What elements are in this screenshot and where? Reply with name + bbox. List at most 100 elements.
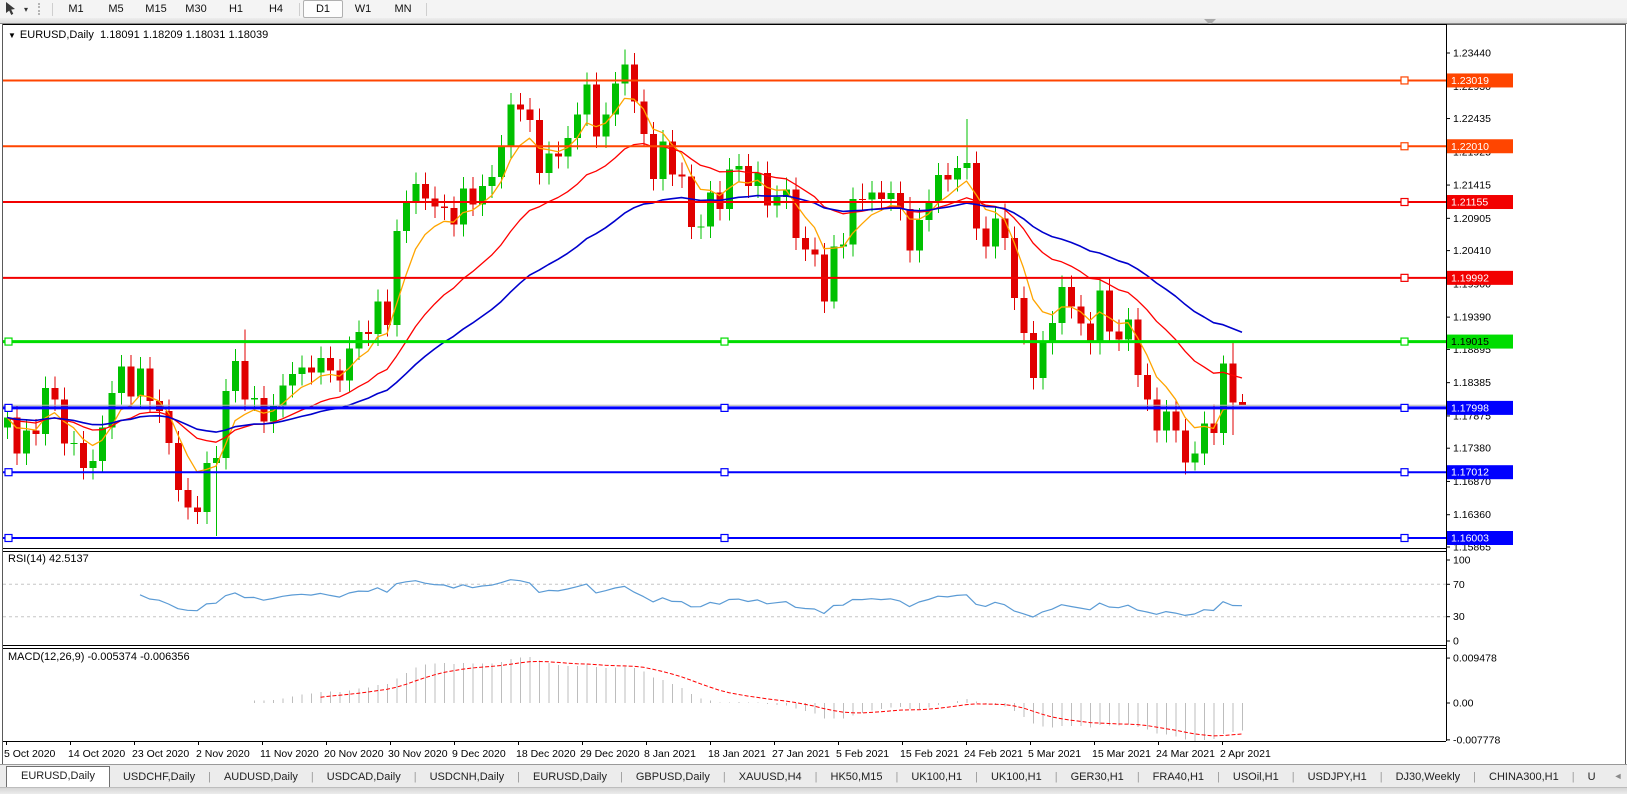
tab-separator: | bbox=[517, 771, 521, 783]
chart-tabbar: EURUSD,Daily USDCHF,Daily | AUDUSD,Daily | US… bbox=[0, 764, 1627, 787]
tab-separator: | bbox=[310, 771, 314, 783]
svg-text:70: 70 bbox=[1453, 579, 1465, 591]
svg-text:1.23019: 1.23019 bbox=[1451, 75, 1489, 87]
svg-text:5 Mar 2021: 5 Mar 2021 bbox=[1028, 748, 1081, 760]
svg-text:9 Dec 2020: 9 Dec 2020 bbox=[452, 748, 506, 760]
chart-tab-uk100-h1[interactable]: UK100,H1 bbox=[911, 771, 963, 783]
chart-tab-eurusd-daily[interactable]: EURUSD,Daily bbox=[533, 771, 607, 783]
svg-text:0.009478: 0.009478 bbox=[1453, 653, 1497, 665]
chart-tab-usdjpy-h1[interactable]: USDJPY,H1 bbox=[1307, 771, 1367, 783]
chart-tab-usoil-h1[interactable]: USOil,H1 bbox=[1232, 771, 1279, 783]
tab-scroll-arrows: ◄► bbox=[1609, 765, 1627, 787]
svg-text:1.16360: 1.16360 bbox=[1453, 509, 1491, 521]
chart-tab-usdcad-daily[interactable]: USDCAD,Daily bbox=[326, 771, 401, 783]
tab-separator: | bbox=[1217, 771, 1220, 783]
svg-text:1.18385: 1.18385 bbox=[1453, 377, 1491, 389]
svg-text:8 Jan 2021: 8 Jan 2021 bbox=[644, 748, 696, 760]
toolbar-separator bbox=[426, 2, 427, 16]
chart-tab-hk50-m15[interactable]: HK50,M15 bbox=[830, 771, 883, 783]
svg-text:20 Nov 2020: 20 Nov 2020 bbox=[324, 748, 384, 760]
svg-text:1.21155: 1.21155 bbox=[1451, 197, 1488, 209]
svg-text:24 Mar 2021: 24 Mar 2021 bbox=[1156, 748, 1215, 760]
svg-text:1.17998: 1.17998 bbox=[1451, 402, 1489, 414]
svg-text:5 Oct 2020: 5 Oct 2020 bbox=[4, 748, 56, 760]
chart-tab-usdchf-daily[interactable]: USDCHF,Daily bbox=[122, 771, 196, 783]
timeframe-button-d1[interactable]: D1 bbox=[303, 0, 343, 18]
timeframe-button-m1[interactable]: M1 bbox=[68, 3, 84, 15]
chart-tab-gbpusd-daily[interactable]: GBPUSD,Daily bbox=[635, 771, 710, 783]
svg-text:30: 30 bbox=[1453, 611, 1465, 623]
chart-title: ▼ EURUSD,Daily 1.18091 1.18209 1.18031 1.… bbox=[8, 29, 268, 41]
tab-separator: | bbox=[1379, 771, 1383, 783]
chart-tab-ger30-h1[interactable]: GER30,H1 bbox=[1070, 771, 1124, 783]
chart-tab-china300-h1[interactable]: CHINA300,H1 bbox=[1489, 771, 1559, 783]
svg-text:0.00: 0.00 bbox=[1453, 698, 1474, 710]
toolbar-separator bbox=[52, 2, 53, 16]
svg-text:1.21415: 1.21415 bbox=[1453, 180, 1491, 192]
macd-label: MACD(12,26,9) -0.005374 -0.006356 bbox=[8, 651, 190, 663]
svg-text:27 Jan 2021: 27 Jan 2021 bbox=[772, 748, 830, 760]
svg-text:1.23440: 1.23440 bbox=[1453, 48, 1491, 60]
timeframe-button-w1[interactable]: W1 bbox=[354, 3, 372, 15]
svg-text:1.22435: 1.22435 bbox=[1453, 113, 1491, 125]
svg-text:23 Oct 2020: 23 Oct 2020 bbox=[132, 748, 189, 760]
tab-separator: | bbox=[1136, 771, 1140, 783]
toolbar-separator bbox=[299, 2, 300, 16]
dropdown-caret-icon[interactable]: ▾ bbox=[23, 4, 28, 14]
tab-separator: | bbox=[1473, 771, 1477, 783]
chart-symbol-label: EURUSD,Daily bbox=[19, 29, 94, 41]
svg-text:1.22010: 1.22010 bbox=[1451, 141, 1489, 153]
svg-text:100: 100 bbox=[1453, 555, 1471, 567]
tab-separator: | bbox=[413, 771, 417, 783]
svg-text:18 Jan 2021: 18 Jan 2021 bbox=[708, 748, 766, 760]
toolbar-grip-handle[interactable] bbox=[38, 3, 45, 15]
timeframe-button-h1[interactable]: H1 bbox=[228, 3, 244, 15]
tab-separator: | bbox=[814, 771, 818, 783]
svg-text:1.19390: 1.19390 bbox=[1453, 312, 1491, 324]
svg-text:2 Apr 2021: 2 Apr 2021 bbox=[1220, 748, 1271, 760]
chart-tab-uk100-h1[interactable]: UK100,H1 bbox=[990, 771, 1042, 783]
svg-text:1.19015: 1.19015 bbox=[1451, 336, 1489, 348]
svg-text:11 Nov 2020: 11 Nov 2020 bbox=[260, 748, 319, 760]
chart-tab-eurusd-daily[interactable]: EURUSD,Daily bbox=[6, 766, 110, 787]
chart-tab-usdcnh-daily[interactable]: USDCNH,Daily bbox=[429, 771, 505, 783]
svg-text:5 Feb 2021: 5 Feb 2021 bbox=[836, 748, 889, 760]
collapse-handle-icon[interactable] bbox=[1204, 19, 1216, 25]
chart-plot-area[interactable]: 1.234401.229301.224351.219251.214151.209… bbox=[0, 0, 1627, 766]
tab-separator: | bbox=[1054, 771, 1058, 783]
svg-text:1.19992: 1.19992 bbox=[1451, 272, 1489, 284]
svg-text:1.17012: 1.17012 bbox=[1451, 467, 1489, 479]
svg-text:0: 0 bbox=[1453, 636, 1459, 648]
chart-tab-dj30-weekly[interactable]: DJ30,Weekly bbox=[1395, 771, 1461, 783]
crosshair-cursor-icon[interactable] bbox=[0, 1, 20, 17]
chart-tab-xauusd-h4[interactable]: XAUUSD,H4 bbox=[738, 771, 802, 783]
svg-text:18 Dec 2020: 18 Dec 2020 bbox=[516, 748, 576, 760]
tab-separator: | bbox=[208, 771, 211, 783]
chart-tab-audusd-daily[interactable]: AUDUSD,Daily bbox=[223, 771, 298, 783]
tab-separator: | bbox=[722, 771, 726, 783]
tab-separator: | bbox=[1571, 771, 1575, 783]
svg-text:1.20410: 1.20410 bbox=[1453, 245, 1491, 257]
tab-scroll-left-icon[interactable]: ◄ bbox=[1613, 771, 1623, 781]
svg-text:29 Dec 2020: 29 Dec 2020 bbox=[580, 748, 640, 760]
timeframe-buttons: M1 M5 M15 M30 H1 H4 D1 W1 MN bbox=[56, 0, 430, 18]
timeframe-toolbar: ▾ M1 M5 M15 M30 H1 H4 D1 W1 MN bbox=[0, 0, 1627, 18]
timeframe-button-mn[interactable]: MN bbox=[394, 3, 412, 15]
chart-context-icon[interactable]: ▼ bbox=[8, 31, 16, 40]
svg-text:24 Feb 2021: 24 Feb 2021 bbox=[964, 748, 1023, 760]
toolbar-divider bbox=[0, 18, 1627, 24]
timeframe-button-m15[interactable]: M15 bbox=[145, 3, 167, 15]
chart-ohlc-values: 1.18091 1.18209 1.18031 1.18039 bbox=[100, 29, 269, 41]
timeframe-button-m5[interactable]: M5 bbox=[108, 3, 124, 15]
chart-tab-u[interactable]: U bbox=[1587, 771, 1596, 783]
rsi-label: RSI(14) 42.5137 bbox=[8, 553, 89, 565]
timeframe-button-h4[interactable]: H4 bbox=[268, 3, 284, 15]
svg-text:14 Oct 2020: 14 Oct 2020 bbox=[68, 748, 125, 760]
tab-separator: | bbox=[975, 771, 978, 783]
chart-tab-fra40-h1[interactable]: FRA40,H1 bbox=[1152, 771, 1205, 783]
svg-text:1.16003: 1.16003 bbox=[1451, 533, 1489, 545]
tab-separator: | bbox=[1291, 771, 1295, 783]
timeframe-button-m30[interactable]: M30 bbox=[185, 3, 207, 15]
svg-text:2 Nov 2020: 2 Nov 2020 bbox=[196, 748, 250, 760]
